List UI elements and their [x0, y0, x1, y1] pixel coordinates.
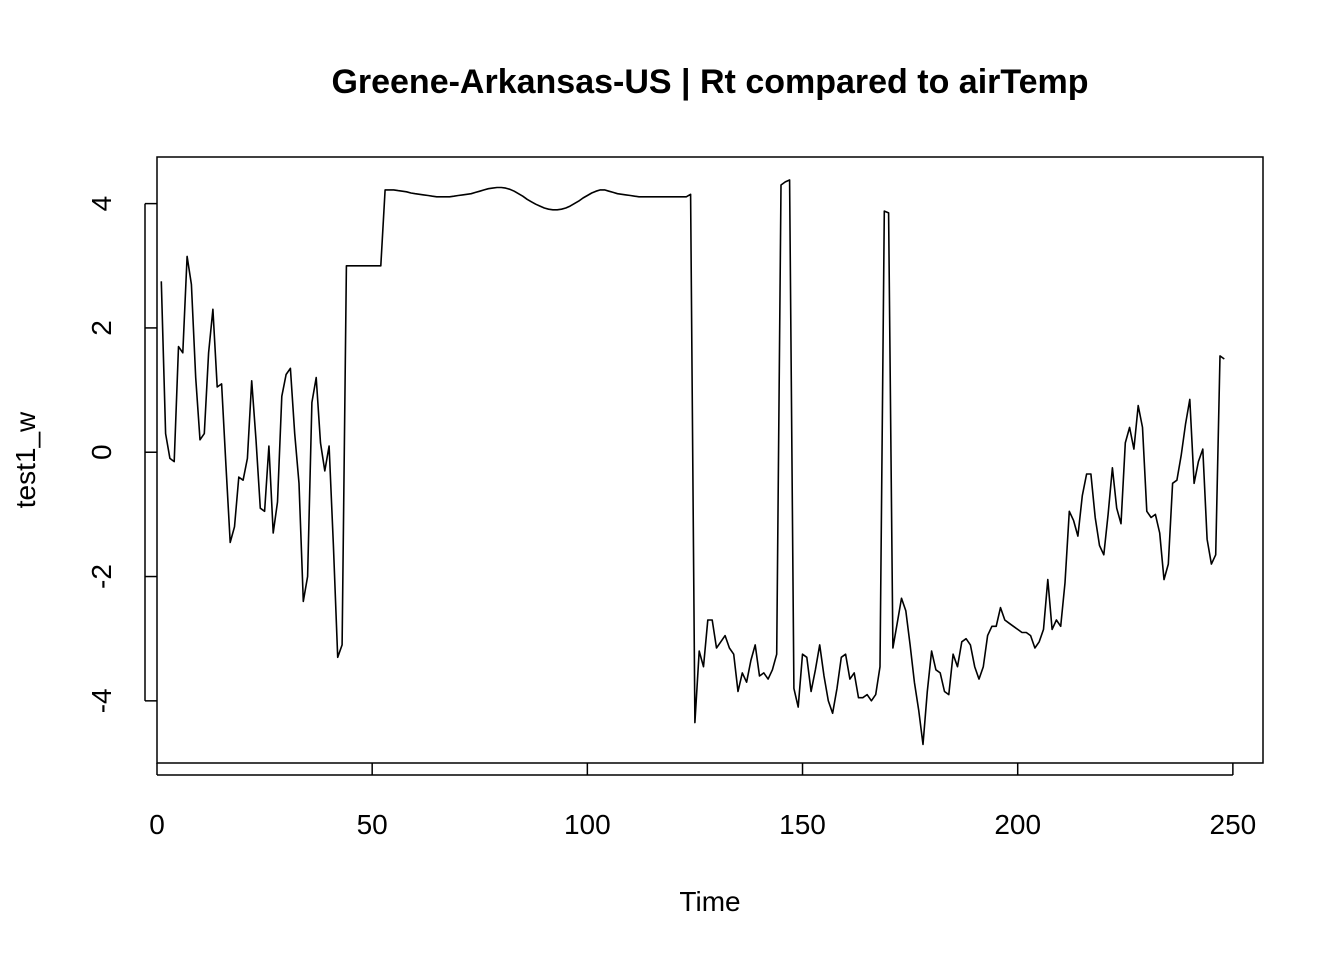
x-axis: 0 50 100 150 200 250 — [149, 763, 1256, 840]
x-tick-label: 250 — [1210, 809, 1257, 840]
y-tick-label: 0 — [86, 444, 117, 460]
x-tick-label: 200 — [994, 809, 1041, 840]
x-tick-label: 100 — [564, 809, 611, 840]
series-line — [160, 179, 1225, 746]
y-tick-label: 2 — [86, 320, 117, 336]
x-tick-label: 0 — [149, 809, 165, 840]
y-axis: -4 -2 0 2 4 — [86, 196, 157, 713]
x-tick-label: 50 — [357, 809, 388, 840]
x-tick-label: 150 — [779, 809, 826, 840]
plot-frame — [156, 156, 1264, 764]
chart-title: Greene-Arkansas-US | Rt compared to airT… — [331, 63, 1088, 101]
x-axis-label: Time — [679, 886, 740, 917]
y-tick-label: -4 — [86, 688, 117, 713]
y-tick-label: 4 — [86, 196, 117, 212]
y-tick-label: -2 — [86, 564, 117, 589]
y-axis-label: test1_w — [10, 411, 41, 508]
